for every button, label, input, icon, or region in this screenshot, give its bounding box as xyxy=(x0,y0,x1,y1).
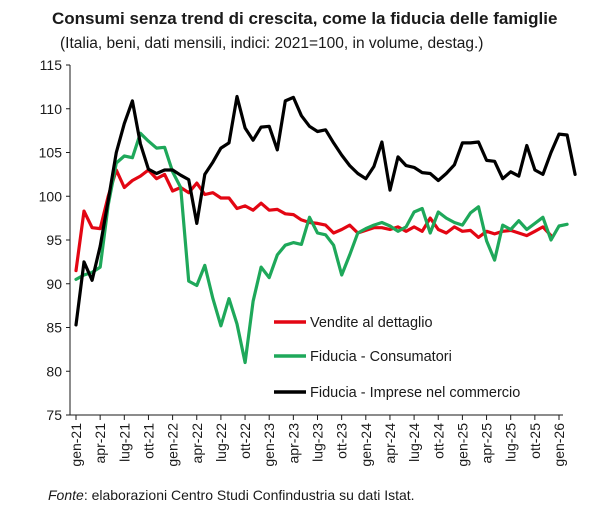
y-tick-label: 115 xyxy=(40,57,63,73)
y-tick-label: 95 xyxy=(46,232,62,248)
x-tick-label: lug-21 xyxy=(116,423,132,462)
x-tick-label: lug-23 xyxy=(310,423,326,462)
y-axis: 75 80 85 90 95 100 105 110 115 xyxy=(39,57,71,423)
y-tick-label: 105 xyxy=(39,145,63,161)
x-tick-label: apr-22 xyxy=(189,423,205,464)
y-tick-label: 110 xyxy=(40,101,63,117)
chart-subtitle: (Italia, beni, dati mensili, indici: 202… xyxy=(60,35,484,52)
y-tick-label: 90 xyxy=(46,276,62,292)
x-tick-label: lug-24 xyxy=(406,423,422,462)
x-tick-label: ott-23 xyxy=(334,423,350,459)
x-tick-label: ott-24 xyxy=(430,423,446,459)
y-tick-label: 80 xyxy=(46,363,62,379)
legend-label-1: Vendite al dettaglio xyxy=(310,315,433,331)
x-tick-label: gen-26 xyxy=(551,423,567,467)
series-line-2 xyxy=(74,131,569,365)
x-tick-label: lug-22 xyxy=(213,423,229,462)
x-tick-label: ott-22 xyxy=(237,423,253,459)
y-tick-label: 85 xyxy=(46,320,62,336)
x-tick-label: gen-24 xyxy=(358,423,374,467)
x-tick-label: gen-23 xyxy=(261,423,277,467)
x-tick-label: gen-21 xyxy=(68,423,84,467)
x-tick-label: gen-25 xyxy=(454,423,470,467)
x-tick-label: lug-25 xyxy=(503,423,519,462)
chart-title: Consumi senza trend di crescita, come la… xyxy=(52,9,558,28)
x-tick-label: gen-22 xyxy=(165,423,181,467)
source-label: Fonte xyxy=(48,487,84,503)
x-tick-label: apr-24 xyxy=(382,423,398,464)
legend-label-2: Fiducia - Consumatori xyxy=(310,349,452,365)
series-line-3 xyxy=(74,94,577,327)
series-lines xyxy=(74,94,577,365)
legend: Vendite al dettaglio Fiducia - Consumator… xyxy=(274,315,520,401)
legend-label-3: Fiducia - Imprese nel commercio xyxy=(310,385,520,401)
series-line-1 xyxy=(74,168,553,273)
x-axis: gen-21 apr-21 lug-21 ott-21 gen-22 apr-22 lug-… xyxy=(68,414,567,467)
source-text: : elaborazioni Centro Studi Confindustri… xyxy=(83,487,415,503)
source-note: Fonte: elaborazioni Centro Studi Confind… xyxy=(48,487,415,503)
x-tick-label: ott-25 xyxy=(527,423,543,459)
x-tick-label: apr-25 xyxy=(479,423,495,464)
x-tick-label: ott-21 xyxy=(140,423,156,459)
y-tick-label: 75 xyxy=(46,407,62,423)
x-tick-label: apr-23 xyxy=(285,423,301,464)
x-tick-label: apr-21 xyxy=(92,423,108,464)
y-tick-label: 100 xyxy=(39,188,63,204)
